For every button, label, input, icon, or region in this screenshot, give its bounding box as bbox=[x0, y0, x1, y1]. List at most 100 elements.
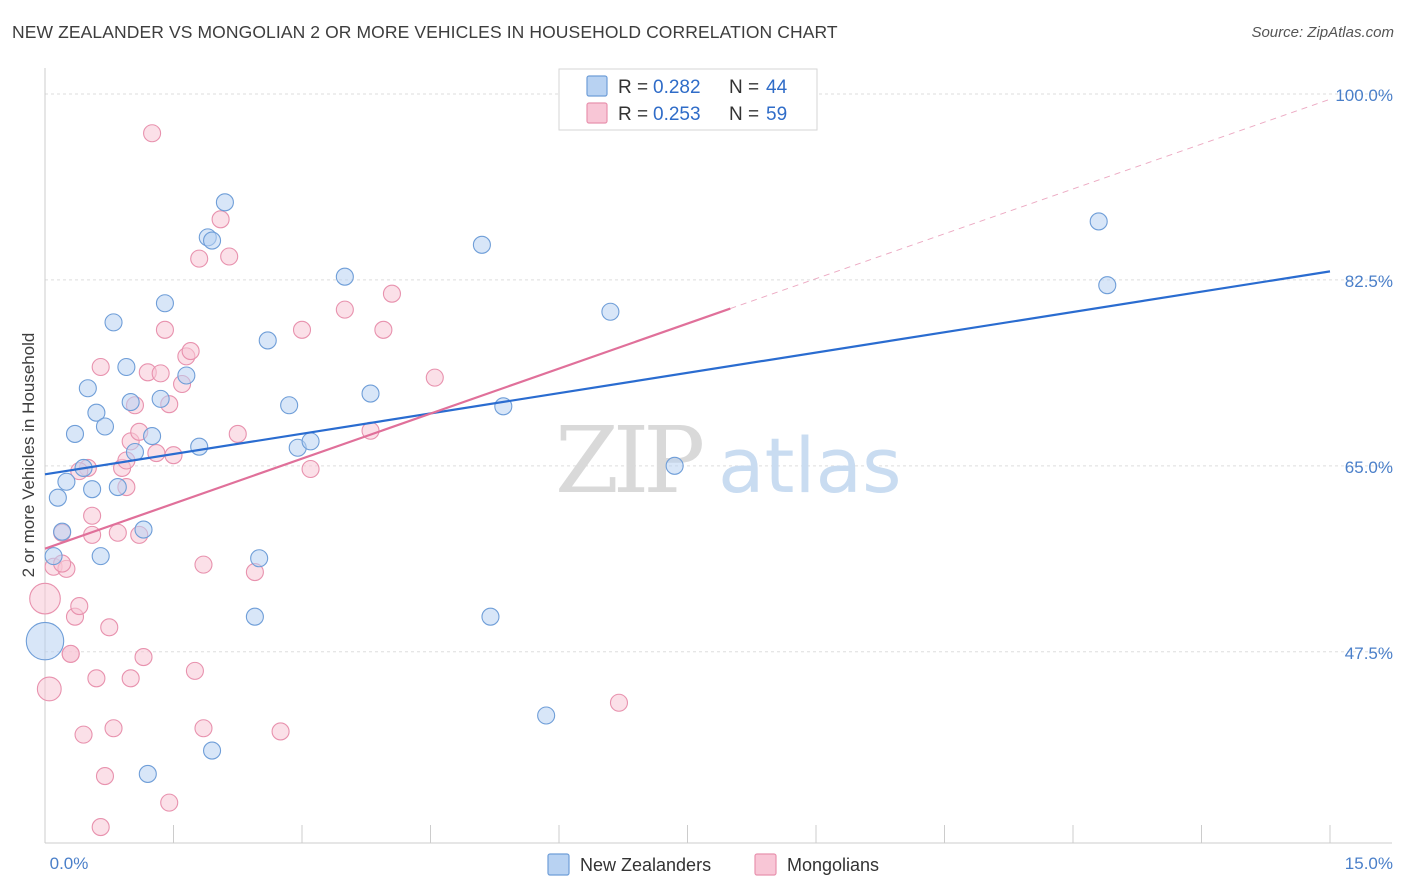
mongolians-point bbox=[70, 597, 89, 616]
legend-r-value-2: 0.253 bbox=[653, 104, 701, 125]
y-tick-label: 100.0% bbox=[1335, 86, 1393, 105]
new-zealanders-point bbox=[78, 379, 97, 398]
legend-n-label-2: N = bbox=[729, 104, 759, 125]
chart-title: NEW ZEALANDER VS MONGOLIAN 2 OR MORE VEH… bbox=[12, 22, 838, 42]
mongolians-point bbox=[181, 342, 200, 361]
new-zealanders-point bbox=[1089, 212, 1108, 231]
new-zealanders-point bbox=[155, 294, 174, 313]
x-tick-labels: 0.0% 15.0% bbox=[50, 854, 1393, 873]
mongolians-point bbox=[155, 320, 174, 339]
new-zealanders-point bbox=[258, 331, 277, 350]
new-zealanders-point bbox=[280, 396, 299, 415]
mongolians-point bbox=[61, 644, 80, 663]
y-tick-labels: 47.5% 65.0% 82.5% 100.0% bbox=[1335, 86, 1393, 663]
new-zealanders-point bbox=[665, 456, 684, 475]
new-zealanders-point bbox=[87, 403, 106, 422]
legend: R = 0.282 N = 44 R = 0.253 N = 59 bbox=[558, 68, 818, 131]
mongolians-point bbox=[29, 582, 61, 615]
x-tick-label: 0.0% bbox=[50, 854, 89, 873]
mongolians-point bbox=[609, 693, 629, 712]
mongolians-point bbox=[134, 648, 153, 667]
mongolians-point bbox=[74, 725, 93, 744]
new-zealanders-point bbox=[143, 427, 162, 446]
legend-r-value-1: 0.282 bbox=[653, 77, 701, 98]
mongolians-point bbox=[425, 368, 444, 387]
mongolians-point bbox=[185, 661, 204, 680]
new-zealanders-point bbox=[250, 549, 269, 568]
axes bbox=[44, 68, 1392, 844]
watermark-zip: ZIP bbox=[555, 407, 702, 514]
new-zealanders-point bbox=[48, 488, 67, 507]
new-zealanders-point bbox=[245, 607, 264, 626]
chart-source: Source: ZipAtlas.com bbox=[1251, 24, 1394, 41]
new-zealanders-point bbox=[104, 313, 123, 332]
legend-swatch-new-zealanders bbox=[586, 75, 608, 97]
new-zealanders-point bbox=[57, 472, 76, 491]
new-zealanders-point bbox=[203, 231, 222, 250]
mongolians-point bbox=[36, 676, 62, 702]
new-zealanders-point bbox=[361, 384, 380, 403]
new-zealanders-point bbox=[301, 432, 320, 451]
mongolians-point bbox=[95, 767, 115, 786]
new-zealanders-point bbox=[1098, 276, 1117, 295]
y-tick-label: 82.5% bbox=[1345, 272, 1393, 291]
mongolians-point bbox=[83, 506, 102, 525]
new-zealanders-point bbox=[117, 357, 136, 377]
legend-n-value-1: 44 bbox=[766, 77, 788, 98]
mongolians-point bbox=[211, 210, 230, 229]
new-zealanders-point bbox=[95, 417, 115, 436]
bottom-legend-swatch-mongolians bbox=[754, 853, 777, 876]
new-zealanders-point bbox=[65, 424, 85, 443]
legend-swatch-mongolians bbox=[586, 102, 608, 124]
mongolians-point bbox=[292, 320, 312, 339]
mongolians-point bbox=[104, 719, 123, 738]
trend-lines bbox=[44, 98, 1331, 550]
new-zealanders-point bbox=[215, 193, 234, 212]
new-zealanders-point bbox=[537, 706, 556, 725]
y-tick-label: 65.0% bbox=[1345, 458, 1393, 477]
mongolians-point bbox=[121, 669, 140, 688]
mongolians-point bbox=[190, 249, 209, 268]
new-zealanders-point bbox=[203, 741, 222, 760]
new-zealanders-points bbox=[25, 193, 1117, 783]
new-zealanders-point bbox=[108, 478, 127, 497]
new-zealanders-point bbox=[190, 437, 209, 456]
new-zealanders-point bbox=[472, 235, 491, 254]
new-zealanders-point bbox=[121, 393, 140, 412]
watermark: ZIP atlas bbox=[555, 407, 902, 514]
new-zealanders-point bbox=[91, 547, 110, 566]
mongolians-point bbox=[382, 284, 402, 303]
gridlines bbox=[45, 93, 1392, 653]
mongolians-point bbox=[335, 300, 354, 319]
bottom-legend-swatch-new-zealanders bbox=[547, 853, 570, 876]
new-zealanders-point bbox=[601, 302, 620, 321]
bottom-legend: New Zealanders Mongolians bbox=[547, 853, 879, 876]
legend-r-label-2: R = bbox=[618, 104, 648, 125]
mongolians-trend-extension bbox=[730, 98, 1331, 310]
mongolians-point bbox=[100, 618, 119, 637]
legend-n-label-1: N = bbox=[729, 77, 759, 98]
mongolians-point bbox=[91, 357, 110, 377]
y-axis-label: 2 or more Vehicles in Household bbox=[19, 333, 38, 578]
new-zealanders-point bbox=[134, 520, 153, 539]
mongolians-point bbox=[374, 320, 393, 339]
y-tick-label: 47.5% bbox=[1345, 644, 1393, 663]
new-zealanders-point bbox=[481, 607, 500, 626]
new-zealanders-point bbox=[125, 442, 144, 462]
mongolians-point bbox=[143, 124, 162, 143]
mongolians-point bbox=[194, 719, 213, 738]
legend-n-value-2: 59 bbox=[766, 104, 787, 125]
new-zealanders-point bbox=[25, 621, 65, 661]
bottom-legend-mongolians: Mongolians bbox=[787, 855, 879, 875]
mongolians-point bbox=[228, 424, 247, 443]
legend-r-label-1: R = bbox=[618, 77, 648, 98]
mongolians-point bbox=[108, 523, 127, 542]
new-zealanders-point bbox=[335, 267, 354, 286]
mongolians-trend-line bbox=[44, 307, 731, 550]
new-zealanders-point bbox=[177, 366, 196, 385]
mongolians-point bbox=[151, 364, 170, 383]
watermark-atlas: atlas bbox=[718, 421, 902, 510]
new-zealanders-point bbox=[53, 522, 72, 541]
mongolians-point bbox=[87, 669, 106, 688]
